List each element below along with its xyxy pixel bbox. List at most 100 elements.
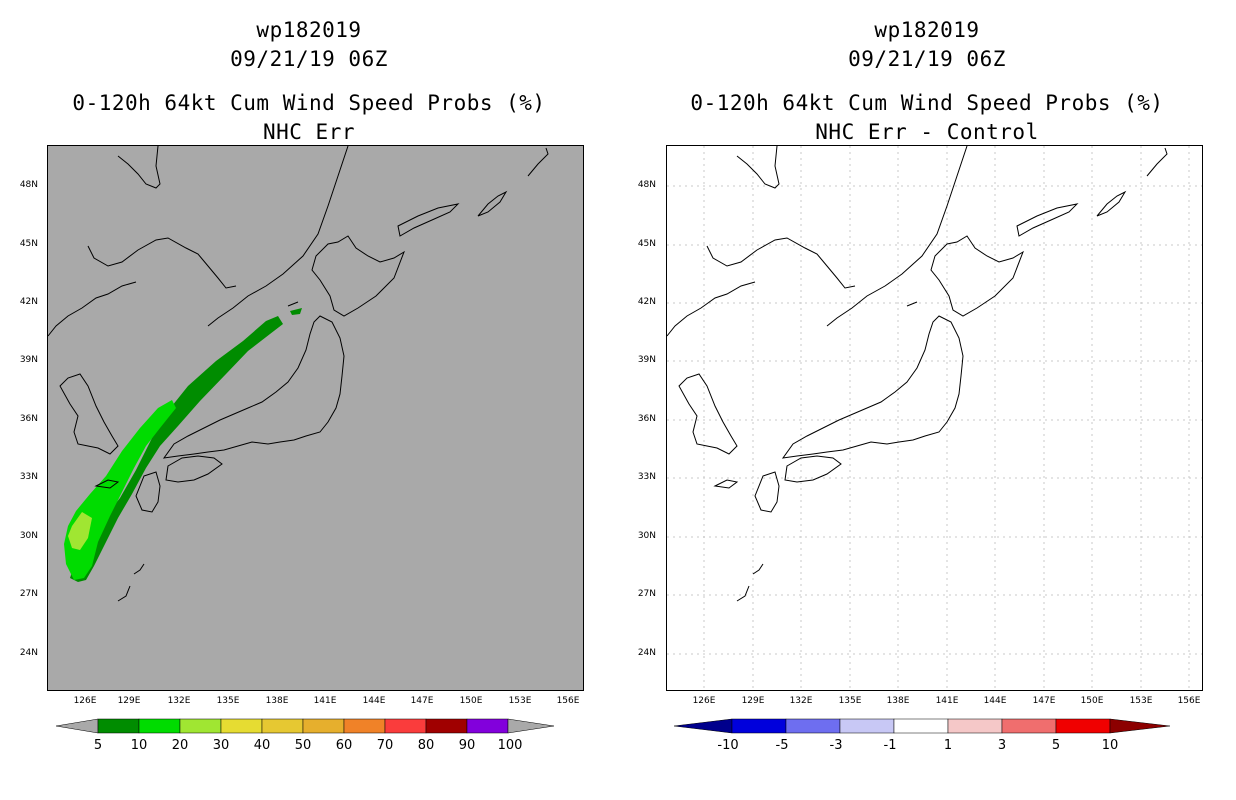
difference-colorbar: [674, 718, 1171, 734]
prob-swath-20: [64, 400, 176, 580]
lat-label: 45N: [637, 239, 656, 249]
colorbar-swatch: [343, 718, 386, 734]
colorbar-swatch: [1055, 718, 1111, 734]
lon-label: 141E: [313, 696, 337, 706]
lon-label: 129E: [117, 696, 141, 706]
colorbar-swatch: [839, 718, 895, 734]
colorbar-label: 60: [335, 738, 353, 753]
lon-label: 135E: [216, 696, 240, 706]
lon-label: 132E: [789, 696, 813, 706]
plot-title: 0-120h 64kt Cum Wind Speed Probs (%): [690, 91, 1164, 115]
map-background: [667, 146, 1202, 690]
lat-label: 39N: [637, 355, 656, 365]
colorbar-label: -3: [829, 738, 843, 753]
map-canvas: [667, 146, 1202, 690]
prob-swath-10b: [290, 308, 302, 315]
colorbar-label: 1: [943, 738, 953, 753]
lon-label: 153E: [1129, 696, 1153, 706]
lat-label: 45N: [19, 239, 38, 249]
coastlines: [667, 146, 1168, 602]
colorbar-swatch: [466, 718, 509, 734]
colorbar-swatch: [179, 718, 222, 734]
lat-label: 42N: [19, 297, 38, 307]
colorbar-label: 20: [171, 738, 189, 753]
lat-label: 36N: [637, 414, 656, 424]
colorbar-low-end: [56, 718, 99, 734]
map-background: [48, 146, 583, 690]
lat-label: 30N: [19, 531, 38, 541]
colorbar-swatch: [425, 718, 468, 734]
coastlines: [48, 146, 549, 602]
lat-label: 39N: [19, 355, 38, 365]
colorbar-label: 50: [294, 738, 312, 753]
lon-label: 126E: [73, 696, 97, 706]
colorbar-label: 40: [253, 738, 271, 753]
lat-label: 48N: [19, 180, 38, 190]
datetime: 09/21/19 06Z: [230, 47, 388, 71]
colorbar-label: 3: [997, 738, 1007, 753]
colorbar-label: 30: [212, 738, 230, 753]
difference-map: [666, 145, 1203, 691]
plot-title: 0-120h 64kt Cum Wind Speed Probs (%): [72, 91, 546, 115]
lon-label: 147E: [1032, 696, 1056, 706]
colorbar-swatch: [893, 718, 949, 734]
lon-label: 156E: [1177, 696, 1201, 706]
lon-label: 144E: [983, 696, 1007, 706]
lat-label: 27N: [637, 589, 656, 599]
lon-label: 156E: [556, 696, 580, 706]
gridlines: [667, 146, 1202, 690]
datetime: 09/21/19 06Z: [848, 47, 1006, 71]
lat-label: 36N: [19, 414, 38, 424]
lat-label: 27N: [19, 589, 38, 599]
colorbar-swatch: [97, 718, 140, 734]
colorbar-label: 5: [93, 738, 103, 753]
colorbar-swatch: [384, 718, 427, 734]
lon-label: 138E: [886, 696, 910, 706]
plot-subtitle: NHC Err - Control: [815, 120, 1039, 144]
colorbar-label: 80: [417, 738, 435, 753]
colorbar-label: 5: [1051, 738, 1061, 753]
colorbar-label: 10: [1101, 738, 1119, 753]
colorbar-swatch: [785, 718, 841, 734]
lon-label: 153E: [508, 696, 532, 706]
lat-label: 42N: [637, 297, 656, 307]
colorbar-high-end: [1109, 718, 1171, 734]
storm-id: wp182019: [256, 18, 362, 42]
lat-label: 33N: [19, 472, 38, 482]
lat-label: 33N: [637, 472, 656, 482]
lon-label: 138E: [265, 696, 289, 706]
map-canvas: [48, 146, 583, 690]
colorbar-swatch: [947, 718, 1003, 734]
probability-map: [47, 145, 584, 691]
colorbar-label: 70: [376, 738, 394, 753]
storm-id: wp182019: [874, 18, 980, 42]
colorbar-swatch: [138, 718, 181, 734]
colorbar-label: 90: [458, 738, 476, 753]
colorbar-low-end: [674, 718, 733, 734]
lon-label: 144E: [362, 696, 386, 706]
lon-label: 147E: [410, 696, 434, 706]
lon-label: 132E: [167, 696, 191, 706]
probability-colorbar: [56, 718, 555, 734]
colorbar-label: -1: [883, 738, 897, 753]
colorbar-swatch: [731, 718, 787, 734]
lon-label: 150E: [1080, 696, 1104, 706]
colorbar-label: -5: [775, 738, 789, 753]
left-panel: wp182019 09/21/19 06Z 0-120h 64kt Cum Wi…: [19, 18, 584, 753]
lat-label: 24N: [19, 648, 38, 658]
lon-label: 129E: [741, 696, 765, 706]
lat-label: 30N: [637, 531, 656, 541]
colorbar-swatch: [220, 718, 263, 734]
plot-subtitle: NHC Err: [262, 120, 355, 144]
prob-swath-30: [68, 512, 92, 550]
colorbar-label: -10: [717, 738, 739, 753]
lat-label: 48N: [637, 180, 656, 190]
right-panel: wp182019 09/21/19 06Z 0-120h 64kt Cum Wi…: [618, 0, 1236, 800]
lon-label: 135E: [838, 696, 862, 706]
colorbar-swatch: [1001, 718, 1057, 734]
lat-label: 24N: [637, 648, 656, 658]
colorbar-label: 10: [130, 738, 148, 753]
lon-label: 150E: [459, 696, 483, 706]
colorbar-high-end: [507, 718, 555, 734]
colorbar-label: 100: [497, 738, 523, 753]
